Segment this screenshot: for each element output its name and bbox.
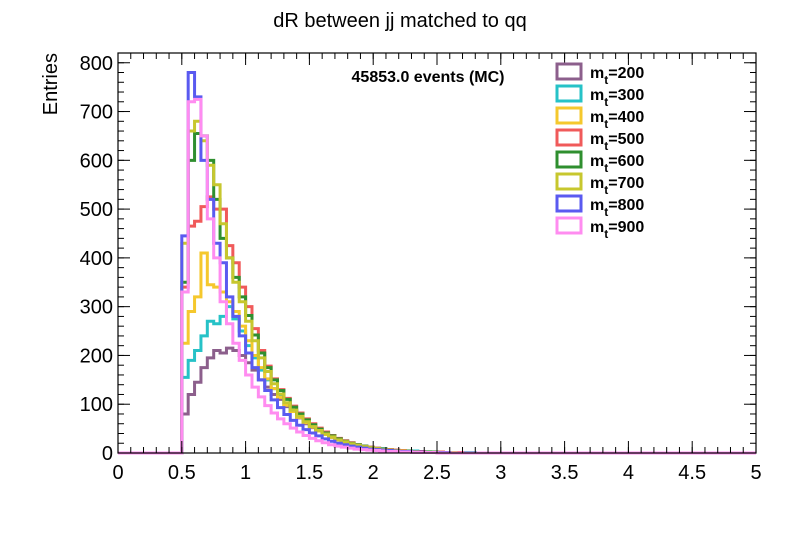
x-tick-label: 4.5 [678, 462, 706, 484]
x-tick-label: 1 [240, 462, 251, 484]
x-tick-label: 4 [623, 462, 634, 484]
y-tick-label: 800 [80, 53, 113, 75]
legend-swatch-200 [555, 62, 583, 81]
x-tick-label: 5 [750, 462, 761, 484]
y-tick-label: 500 [80, 199, 113, 221]
x-tick-label: 3.5 [551, 462, 579, 484]
legend-label-700: mt=700 [590, 175, 644, 197]
legend-label-500: mt=500 [590, 131, 644, 153]
legend-swatch-500 [555, 128, 583, 147]
y-tick-label: 100 [80, 394, 113, 416]
legend-swatch-400 [555, 106, 583, 125]
y-tick-label: 400 [80, 248, 113, 270]
series-300-line [118, 305, 756, 455]
legend-swatch-300 [555, 84, 583, 103]
y-tick-label: 700 [80, 102, 113, 124]
legend-swatch-800 [555, 194, 583, 213]
legend-label-900: mt=900 [590, 219, 644, 241]
y-tick-label: 0 [102, 443, 113, 465]
legend-label-400: mt=400 [590, 109, 644, 131]
legend-label-800: mt=800 [590, 197, 644, 219]
y-tick-label: 200 [80, 345, 113, 367]
legend: mt=200mt=300mt=400mt=500mt=600mt=700mt=8… [555, 62, 644, 241]
chart-title: dR between jj matched to qq [273, 10, 527, 32]
x-tick-label: 2 [368, 462, 379, 484]
legend-swatch-600 [555, 150, 583, 169]
series-900-line [118, 97, 756, 455]
legend-swatch-900 [555, 216, 583, 235]
y-axis-label: Entries [40, 53, 62, 115]
legend-label-600: mt=600 [590, 153, 644, 175]
events-annotation: 45853.0 events (MC) [352, 69, 505, 86]
legend-label-200: mt=200 [590, 65, 644, 87]
histogram-series-layer [118, 71, 756, 455]
series-800-line [118, 71, 756, 455]
x-tick-label: 1.5 [295, 462, 323, 484]
x-tick-label: 2.5 [423, 462, 451, 484]
legend-label-300: mt=300 [590, 87, 644, 109]
series-200-line [118, 346, 756, 455]
x-tick-label: 0 [112, 462, 123, 484]
x-tick-label: 0.5 [168, 462, 196, 484]
legend-swatch-700 [555, 172, 583, 191]
y-tick-label: 600 [80, 150, 113, 172]
axes-layer: 0 0.5 1 1.5 2 2.5 3 3.5 4 4.5 5 0 100 200 300 400 500 600… [80, 52, 762, 484]
x-tick-label: 3 [495, 462, 506, 484]
y-tick-label: 300 [80, 297, 113, 319]
